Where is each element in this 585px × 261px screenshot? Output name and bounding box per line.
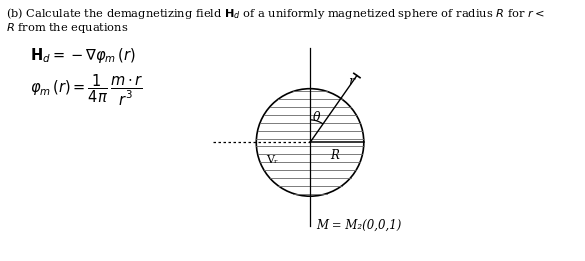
Circle shape [256,89,364,196]
Text: θ: θ [313,111,321,124]
Text: M = M₂(0,0,1): M = M₂(0,0,1) [316,219,402,232]
Text: (b) Calculate the demagnetizing field $\mathbf{H}_d$ of a uniformly magnetized s: (b) Calculate the demagnetizing field $\… [6,6,545,21]
Text: R: R [330,149,339,162]
Text: $R$ from the equations: $R$ from the equations [6,21,129,35]
Text: r: r [348,75,354,88]
Text: Vᵣ: Vᵣ [267,155,278,165]
Text: $\mathbf{H}_d = -\nabla\varphi_m\,(r)$: $\mathbf{H}_d = -\nabla\varphi_m\,(r)$ [30,46,136,65]
Text: $\varphi_m\,(r) = \dfrac{1}{4\pi}\,\dfrac{m \cdot r}{r^3}$: $\varphi_m\,(r) = \dfrac{1}{4\pi}\,\dfra… [30,73,143,108]
